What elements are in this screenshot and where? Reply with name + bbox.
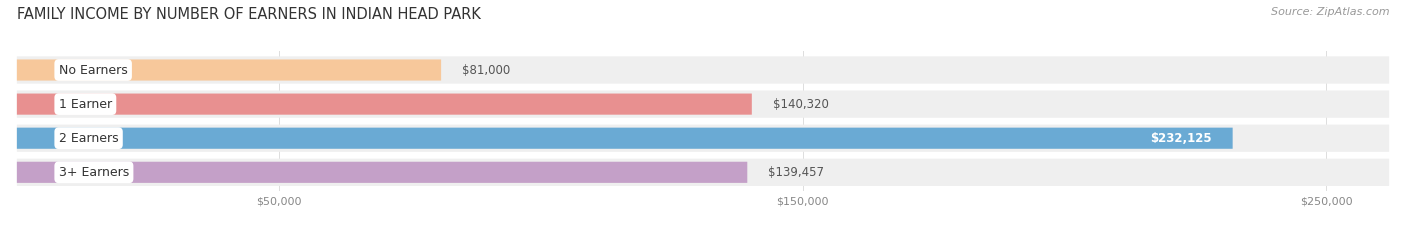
Text: $232,125: $232,125 [1150,132,1212,145]
FancyBboxPatch shape [17,125,1389,152]
Text: $139,457: $139,457 [768,166,824,179]
FancyBboxPatch shape [17,128,1233,149]
Text: 1 Earner: 1 Earner [59,98,112,111]
FancyBboxPatch shape [17,59,441,81]
Text: 3+ Earners: 3+ Earners [59,166,129,179]
Text: Source: ZipAtlas.com: Source: ZipAtlas.com [1271,7,1389,17]
FancyBboxPatch shape [17,159,1389,186]
FancyBboxPatch shape [17,90,1389,118]
Text: No Earners: No Earners [59,64,128,76]
Text: FAMILY INCOME BY NUMBER OF EARNERS IN INDIAN HEAD PARK: FAMILY INCOME BY NUMBER OF EARNERS IN IN… [17,7,481,22]
Text: $140,320: $140,320 [773,98,828,111]
Text: 2 Earners: 2 Earners [59,132,118,145]
FancyBboxPatch shape [17,162,748,183]
FancyBboxPatch shape [17,56,1389,84]
Text: $81,000: $81,000 [463,64,510,76]
FancyBboxPatch shape [17,93,752,115]
